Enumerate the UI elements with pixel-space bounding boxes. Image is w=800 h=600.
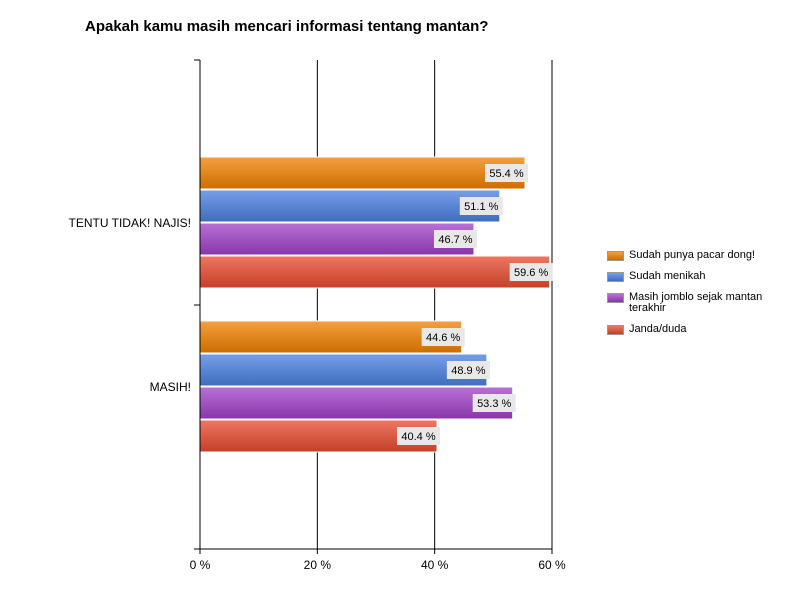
bar [199,386,514,420]
chart-title: Apakah kamu masih mencari informasi tent… [85,18,489,35]
legend-item: Janda/duda [607,324,782,335]
bar [199,222,475,256]
legend-item: Sudah punya pacar dong! [607,250,782,261]
data-label: 55.4 % [489,168,523,180]
bar [199,156,526,190]
x-tick-label: 40 % [421,558,449,572]
data-label: 48.9 % [451,365,485,377]
bar [199,189,501,223]
x-tick-label: 0 % [190,558,211,572]
legend-swatch [607,272,624,282]
data-label-box [472,394,516,412]
data-label-box [485,164,529,182]
data-label-box [433,230,477,248]
legend-label: Sudah punya pacar dong! [629,249,755,261]
data-label: 40.4 % [401,431,435,443]
data-label-box [446,361,490,379]
x-tick-label: 60 % [538,558,566,572]
x-tick-label: 20 % [304,558,332,572]
legend-swatch [607,293,624,303]
data-label-box [459,197,503,215]
data-label: 44.6 % [426,332,460,344]
legend-label: Masih jomblo sejak mantan terakhir [629,291,763,314]
data-label: 46.7 % [438,234,472,246]
category-label: TENTU TIDAK! NAJIS! [69,216,191,230]
data-label-box [397,427,441,445]
category-label: MASIH! [150,380,191,394]
data-label-box [509,263,553,281]
bar [199,353,488,387]
data-label: 51.1 % [464,201,498,213]
legend: Sudah punya pacar dong! Sudah menikah Ma… [607,250,782,345]
data-label: 59.6 % [514,267,548,279]
legend-swatch [607,251,624,261]
legend-label: Sudah menikah [629,270,706,282]
bar [199,255,551,289]
data-label: 53.3 % [477,398,511,410]
legend-label: Janda/duda [629,323,687,335]
legend-item: Sudah menikah [607,271,782,282]
legend-swatch [607,325,624,335]
legend-item: Masih jomblo sejak mantan terakhir [607,292,769,314]
data-label-box [421,328,465,346]
